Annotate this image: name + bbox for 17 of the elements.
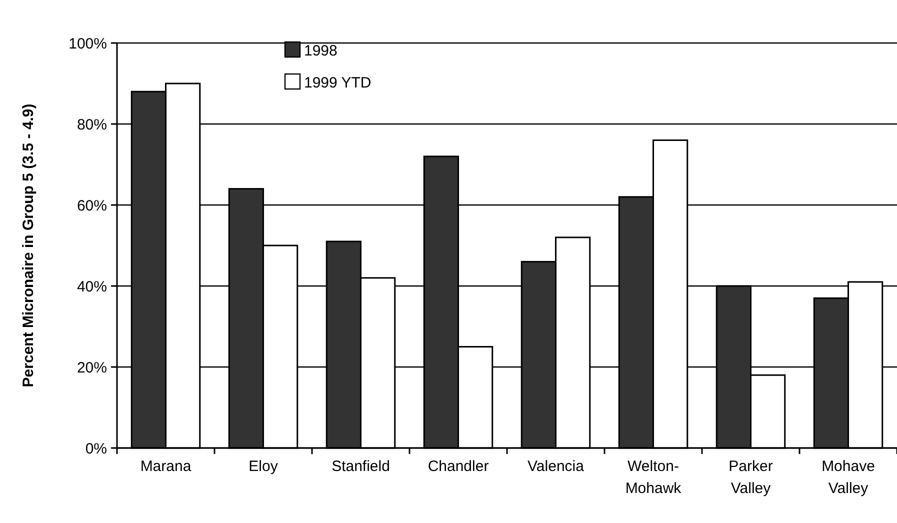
legend-label: 1999 YTD — [304, 74, 372, 92]
x-tick-label: Marana — [140, 458, 192, 475]
y-tick-label: 100% — [68, 35, 107, 52]
x-tick-label: Valencia — [528, 458, 585, 475]
y-tick-label: 40% — [76, 278, 107, 296]
y-tick-label: 80% — [76, 116, 107, 134]
x-tick-label: Chandler — [428, 458, 489, 475]
x-tick-label: Parker Valley — [728, 458, 773, 497]
y-tick-label: 20% — [76, 359, 107, 376]
x-tick-label: Eloy — [248, 458, 278, 475]
x-tick-label: Welton- Mohawk — [625, 458, 682, 497]
y-tick-label: 0% — [85, 440, 107, 458]
legend-label: 1998 — [304, 42, 338, 60]
y-axis-title: Percent Micronaire in Group 5 (3.5 - 4.9) — [20, 104, 37, 388]
y-tick-label: 60% — [76, 197, 107, 214]
x-tick-label: Stanfield — [332, 458, 390, 475]
x-tick-label: Mohave Valley — [822, 458, 875, 497]
